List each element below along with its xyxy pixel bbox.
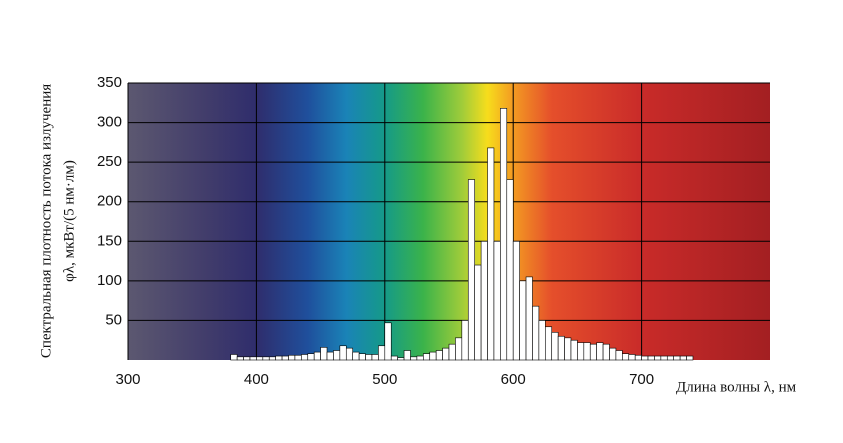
- bar: [294, 354, 302, 361]
- bar: [429, 351, 437, 361]
- bar: [679, 355, 687, 361]
- x-tick-label: 400: [244, 371, 269, 388]
- bar: [589, 343, 597, 361]
- bar: [365, 354, 373, 361]
- bar: [512, 240, 520, 361]
- bar: [493, 240, 501, 361]
- bar: [480, 240, 488, 361]
- y-tick-label: 100: [97, 272, 122, 289]
- bar: [378, 345, 386, 361]
- bar: [230, 354, 238, 361]
- x-tick-label: 300: [115, 371, 140, 388]
- bar: [345, 347, 353, 361]
- bar: [390, 355, 398, 361]
- bar: [557, 335, 565, 361]
- y-tick-label: 250: [97, 153, 122, 170]
- grid: [127, 82, 770, 360]
- bar: [262, 356, 270, 361]
- bars: [230, 108, 694, 361]
- bar: [301, 354, 309, 361]
- bar: [500, 108, 508, 361]
- bar: [275, 355, 283, 361]
- bar: [577, 342, 585, 361]
- bar: [551, 331, 559, 361]
- bar: [339, 345, 347, 361]
- bar: [525, 276, 533, 361]
- x-axis-label: Длина волны λ, нм: [676, 379, 797, 395]
- bar: [455, 337, 463, 361]
- bar: [397, 357, 405, 361]
- bar: [564, 337, 572, 361]
- x-tick-label: 700: [629, 371, 654, 388]
- spectrum-background: [128, 83, 770, 360]
- y-axis-label: Спектральная плотность потока излучения: [38, 84, 54, 358]
- bar: [288, 354, 296, 361]
- bar: [435, 350, 443, 361]
- y-tick-label: 50: [105, 311, 122, 328]
- bar: [583, 342, 591, 361]
- y-tick-label: 200: [97, 193, 122, 210]
- bar: [371, 354, 379, 361]
- bar: [487, 147, 495, 361]
- bar: [609, 347, 617, 361]
- bar: [243, 356, 251, 361]
- bar: [647, 355, 655, 361]
- bar: [268, 356, 276, 361]
- bar: [423, 353, 431, 361]
- bar: [313, 351, 321, 361]
- bar: [519, 280, 527, 361]
- bar: [686, 355, 694, 361]
- bar: [320, 347, 328, 361]
- bar: [358, 353, 366, 361]
- bar: [416, 355, 424, 361]
- bar: [538, 320, 546, 361]
- y-tick-label: 300: [97, 114, 122, 131]
- bar: [673, 355, 681, 361]
- bar: [442, 347, 450, 361]
- bar: [544, 326, 553, 361]
- bar: [666, 355, 675, 361]
- bar: [596, 342, 604, 361]
- bar: [654, 355, 662, 361]
- bar: [326, 351, 334, 361]
- x-tick-label: 500: [372, 371, 397, 388]
- bar: [506, 179, 514, 361]
- bar: [602, 343, 610, 361]
- bar: [448, 343, 456, 361]
- bar: [532, 305, 540, 361]
- y-tick-label: 150: [97, 232, 122, 249]
- bar: [410, 356, 418, 361]
- bar: [307, 353, 315, 361]
- bar: [236, 356, 244, 361]
- bar: [256, 356, 264, 361]
- bar: [461, 320, 469, 361]
- x-tick-label: 600: [501, 371, 526, 388]
- bar: [281, 355, 289, 361]
- bar: [570, 339, 578, 361]
- bar: [615, 350, 623, 361]
- bar: [403, 350, 411, 361]
- bar: [249, 356, 257, 361]
- bar: [622, 353, 630, 361]
- y-axis-label: φλ, мкВт/(5 нм·лм): [61, 160, 77, 282]
- bar: [660, 355, 668, 361]
- bar: [634, 354, 642, 361]
- bar: [352, 351, 360, 361]
- bar: [641, 355, 649, 361]
- bar: [467, 179, 475, 361]
- bar: [474, 264, 482, 361]
- bar: [384, 322, 392, 361]
- bar: [628, 354, 636, 361]
- bar: [333, 350, 341, 361]
- y-tick-label: 350: [97, 74, 122, 91]
